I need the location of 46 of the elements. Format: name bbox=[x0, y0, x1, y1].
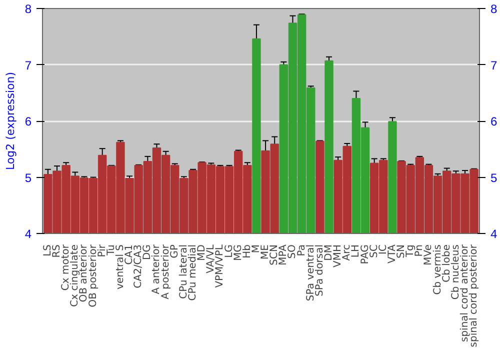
x-tick-label: RS bbox=[52, 244, 63, 258]
y2-tick-label: 7 bbox=[490, 58, 498, 72]
x-tick-label: CPu medial bbox=[188, 244, 198, 301]
x-tick-label: Pa bbox=[296, 244, 308, 256]
x-tick-label: Cb vermis bbox=[432, 244, 444, 295]
x-tick-label: ventral S bbox=[114, 244, 126, 290]
x-tick-label: spinal cord posterior bbox=[468, 244, 480, 348]
x-tick-label: Cb lobe bbox=[441, 244, 452, 282]
y2-tick-label: 5 bbox=[490, 170, 498, 185]
x-tick-label: DG bbox=[142, 244, 154, 260]
x-tick-label: VPM/VPL bbox=[214, 244, 226, 288]
y-tick-label: 6 bbox=[24, 114, 32, 128]
x-tick-label: Cb nucleus bbox=[450, 244, 462, 300]
x-tick-label: GP bbox=[169, 244, 180, 258]
x-tick-label: MG bbox=[232, 244, 244, 261]
y2-tick-label: 6 bbox=[490, 114, 498, 128]
x-tick-label: SPa ventral bbox=[305, 244, 316, 302]
x-tick-label: LS bbox=[42, 244, 54, 256]
x-tick-label: Tu bbox=[106, 244, 117, 256]
x-tick-label: spinal cord anterior bbox=[459, 244, 470, 342]
x-tick-label: MVe bbox=[423, 244, 434, 266]
y2-tick-label: 4 bbox=[490, 227, 498, 241]
x-tick-label: SO bbox=[287, 244, 298, 259]
x-tick-label: Hb bbox=[242, 244, 253, 258]
x-tick-label: PAG bbox=[360, 244, 371, 264]
x-tick-label: CPu lateral bbox=[178, 244, 190, 299]
y-tick-label: 7 bbox=[24, 58, 32, 72]
x-tick-label: Pir bbox=[96, 244, 108, 258]
y-tick-label: 4 bbox=[24, 227, 32, 241]
x-tick-label: A posterior bbox=[160, 244, 172, 300]
y-axis-title: Log2 (expression) bbox=[4, 72, 17, 170]
x-tick-label: IC bbox=[378, 244, 389, 254]
y2-tick-label: 8 bbox=[490, 2, 498, 16]
x-tick-label: SC bbox=[368, 244, 380, 258]
x-tick-label: OB posterior bbox=[88, 244, 99, 308]
x-tick-label: VTA bbox=[386, 244, 398, 264]
x-tick-label: DM bbox=[324, 244, 334, 261]
x-tick-label: M bbox=[250, 244, 262, 254]
y-tick-label: 5 bbox=[24, 170, 32, 185]
x-tick-label: LG bbox=[224, 244, 235, 258]
x-tick-label: A anterior bbox=[151, 244, 162, 294]
x-tick-label: Tg bbox=[405, 244, 416, 258]
y-tick-label: 8 bbox=[24, 2, 32, 16]
x-tick-label: OB anterior bbox=[78, 244, 90, 302]
x-tick-label: SPa dorsal bbox=[314, 244, 326, 296]
x-tick-label: LH bbox=[350, 244, 362, 258]
